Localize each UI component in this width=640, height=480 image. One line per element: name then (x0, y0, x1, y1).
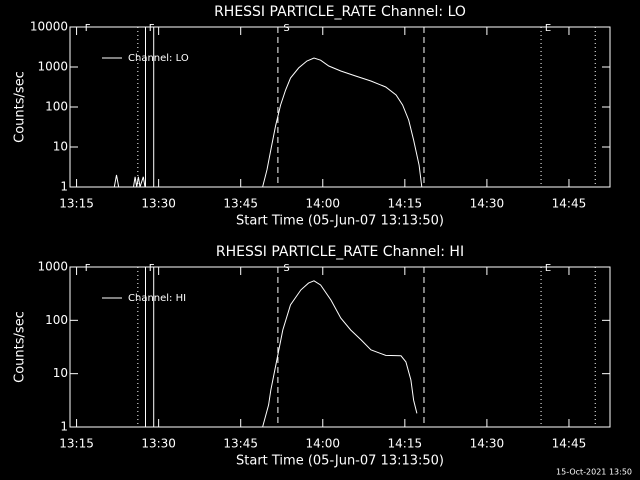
annotation: S (283, 23, 289, 34)
legend-label: Channel: LO (128, 53, 189, 64)
y-axis-label: Counts/sec (13, 71, 28, 143)
x-tick-label: 14:15 (388, 197, 423, 211)
y-tick-label: 100 (45, 100, 68, 114)
y-tick-label: 1 (60, 420, 68, 434)
x-tick-label: 14:30 (470, 437, 505, 451)
x-tick-label: 13:30 (141, 437, 176, 451)
y-axis-label: Counts/sec (13, 311, 28, 383)
y-tick-label: 10000 (30, 20, 68, 34)
plot-frame (69, 266, 611, 428)
x-tick-label: 14:45 (552, 197, 587, 211)
x-axis-label: Start Time (05-Jun-07 13:13:50) (236, 454, 444, 469)
y-tick-label: 1000 (37, 260, 68, 274)
x-tick-label: 14:30 (470, 197, 505, 211)
y-tick-label: 1000 (37, 60, 68, 74)
data-line (262, 280, 418, 428)
footer: 15-Oct-2021 13:50 (556, 468, 632, 477)
x-tick-label: 13:45 (223, 197, 258, 211)
data-line (113, 57, 423, 188)
annotation: F (149, 23, 155, 34)
x-tick-label: 14:00 (305, 437, 340, 451)
x-tick-label: 13:30 (141, 197, 176, 211)
annotation: S (283, 263, 289, 274)
x-tick-label: 14:15 (388, 437, 423, 451)
x-axis-label: Start Time (05-Jun-07 13:13:50) (236, 214, 444, 229)
y-tick-label: 100 (45, 313, 68, 327)
chart-title: RHESSI PARTICLE_RATE Channel: HI (216, 244, 464, 260)
annotation: F (85, 263, 91, 274)
y-tick-label: 1 (60, 180, 68, 194)
x-tick-label: 13:15 (59, 197, 94, 211)
annotation: E (545, 263, 551, 274)
annotation: F (85, 23, 91, 34)
annotation: F (149, 263, 155, 274)
x-tick-label: 14:00 (305, 197, 340, 211)
y-tick-label: 10 (53, 366, 68, 380)
y-tick-label: 10 (53, 140, 68, 154)
annotation: E (545, 23, 551, 34)
chart-title: RHESSI PARTICLE_RATE Channel: LO (214, 4, 466, 20)
x-tick-label: 13:45 (223, 437, 258, 451)
x-tick-label: 13:15 (59, 437, 94, 451)
legend-label: Channel: HI (128, 293, 186, 304)
plot-frame (69, 26, 611, 188)
x-tick-label: 14:45 (552, 437, 587, 451)
